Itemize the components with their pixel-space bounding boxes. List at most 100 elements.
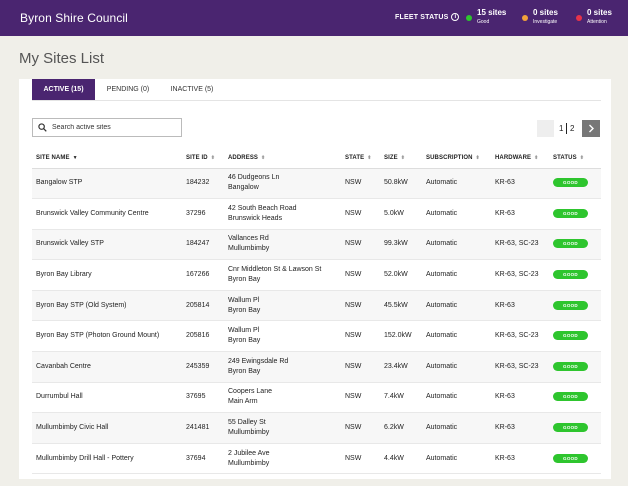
cell-address: Cnr Middleton St & Lawson St Byron Bay [224, 259, 341, 291]
cell-hardware: KR-63, SC-23 [491, 259, 549, 291]
page-title: My Sites List [19, 50, 105, 67]
status-badge: GOOD [553, 208, 588, 218]
cell-site-id: 37694 [182, 443, 224, 475]
sort-icon: ⬍ [367, 155, 372, 162]
cell-size: 23.4kW [380, 351, 422, 383]
col-label: STATUS [553, 155, 577, 162]
cell-status: GOOD [549, 259, 601, 291]
cell-state: NSW [341, 229, 380, 261]
cell-hardware: KR-63, SC-23 [491, 351, 549, 383]
cell-size: 99.3kW [380, 229, 422, 261]
table-row[interactable]: Cavanbah Centre 245359 249 Ewingsdale Rd By… [32, 351, 601, 383]
cell-address: 2 Jubilee Ave Mullumbimby [224, 443, 341, 475]
address-line-2: Byron Bay [228, 337, 261, 345]
cell-hardware: KR-63 [491, 443, 549, 475]
col-label: HARDWARE [495, 155, 532, 162]
table-row[interactable]: Bangalow STP 184232 46 Dudgeons Ln Bangalow… [32, 168, 601, 200]
tab-divider [32, 100, 601, 101]
col-hardware[interactable]: HARDWARE ⬍ [491, 149, 549, 169]
col-label: SIZE [384, 155, 398, 162]
search-input[interactable] [52, 124, 172, 131]
cell-site-name: Brunswick Valley STP [32, 229, 182, 261]
address-line-1: Vallances Rd [228, 235, 269, 243]
cell-site-name: Mullumbimby Drill Hall - Pottery [32, 443, 182, 475]
fleet-status-label: FLEET STATUS [395, 13, 449, 21]
cell-size: 52.0kW [380, 259, 422, 291]
cell-hardware: KR-63 [491, 168, 549, 200]
cell-site-name: Byron Bay Library [32, 259, 182, 291]
status-badge: GOOD [553, 392, 588, 402]
page-1-link[interactable]: 1 [559, 124, 564, 133]
table-row[interactable]: Brunswick Valley Community Centre 37296 42… [32, 198, 601, 230]
cell-address: 55 Dalley St Mullumbimby [224, 412, 341, 444]
address-line-2: Byron Bay [228, 276, 261, 284]
col-size[interactable]: SIZE ⬍ [380, 149, 422, 169]
cell-address: Vallances Rd Mullumbimby [224, 229, 341, 261]
cell-address: 42 South Beach Road Brunswick Heads [224, 198, 341, 230]
col-address[interactable]: ADDRESS ⬍ [224, 149, 341, 169]
cell-hardware: KR-63, SC-23 [491, 229, 549, 261]
col-label: SUBSCRIPTION [426, 155, 473, 162]
cell-status: GOOD [549, 412, 601, 444]
stat-investigate-count: 0 sites [533, 8, 558, 17]
status-badge: GOOD [553, 270, 588, 280]
address-line-1: Wallum Pl [228, 327, 260, 335]
table-row[interactable]: Byron Bay Library 167266 Cnr Middleton St … [32, 259, 601, 291]
table-row[interactable]: Durrumbul Hall 37695 Coopers Lane Main Arm N… [32, 382, 601, 414]
status-badge: GOOD [553, 300, 588, 310]
sites-table: SITE NAME ▼ SITE ID ⬍ ADDRESS ⬍ STATE ⬍ SIZE… [32, 149, 601, 475]
col-status[interactable]: STATUS ⬍ [549, 149, 601, 169]
cell-subscription: Automatic [422, 290, 491, 322]
pagination-next-button[interactable] [582, 120, 600, 137]
info-icon[interactable]: i [451, 13, 460, 21]
cell-address: Coopers Lane Main Arm [224, 382, 341, 414]
table-row[interactable]: Mullumbimby Civic Hall 241481 55 Dalley St… [32, 412, 601, 444]
cell-state: NSW [341, 351, 380, 383]
tab-pending[interactable]: PENDING (0) [106, 86, 150, 93]
fleet-status[interactable]: FLEET STATUS i [395, 13, 460, 21]
sort-icon: ⬍ [475, 155, 480, 162]
table-row[interactable]: Byron Bay STP (Old System) 205814 Wallum P… [32, 290, 601, 322]
cell-hardware: KR-63, SC-23 [491, 320, 549, 353]
cell-site-id: 167266 [182, 259, 224, 291]
cell-subscription: Automatic [422, 412, 491, 444]
cell-subscription: Automatic [422, 351, 491, 383]
table-row[interactable]: Mullumbimby Drill Hall - Pottery 37694 2 J… [32, 443, 601, 475]
col-state[interactable]: STATE ⬍ [341, 149, 380, 169]
col-label: ADDRESS [228, 155, 259, 162]
sort-icon: ⬍ [210, 155, 215, 162]
cell-site-id: 37296 [182, 198, 224, 230]
col-site-name[interactable]: SITE NAME ▼ [32, 149, 182, 169]
cell-site-id: 245359 [182, 351, 224, 383]
address-line-1: Cnr Middleton St & Lawson St [228, 266, 322, 274]
pagination-prev-button[interactable] [537, 120, 554, 137]
cell-subscription: Automatic [422, 320, 491, 353]
table-row[interactable]: Byron Bay STP (Photon Ground Mount) 20581… [32, 320, 601, 353]
cell-site-name: Bangalow STP [32, 168, 182, 200]
col-subscription[interactable]: SUBSCRIPTION ⬍ [422, 149, 491, 169]
search-box[interactable] [32, 118, 182, 137]
tab-inactive[interactable]: INACTIVE (5) [170, 86, 214, 93]
cell-site-name: Durrumbul Hall [32, 382, 182, 414]
cell-address: 46 Dudgeons Ln Bangalow [224, 168, 341, 200]
cell-site-name: Cavanbah Centre [32, 351, 182, 383]
cell-hardware: KR-63 [491, 290, 549, 322]
address-line-1: Coopers Lane [228, 388, 272, 396]
cell-status: GOOD [549, 229, 601, 261]
cell-status: GOOD [549, 382, 601, 414]
tab-active[interactable]: ACTIVE (15) [32, 79, 95, 100]
col-site-id[interactable]: SITE ID ⬍ [182, 149, 224, 169]
cell-status: GOOD [549, 198, 601, 230]
cell-state: NSW [341, 290, 380, 322]
top-bar: Byron Shire Council FLEET STATUS i 15 si… [0, 0, 628, 36]
col-label: SITE ID [186, 155, 208, 162]
col-label: SITE NAME [36, 155, 70, 162]
cell-site-id: 37695 [182, 382, 224, 414]
address-line-1: 249 Ewingsdale Rd [228, 357, 289, 365]
cell-address: Wallum Pl Byron Bay [224, 290, 341, 322]
cell-subscription: Automatic [422, 443, 491, 475]
table-row[interactable]: Brunswick Valley STP 184247 Vallances Rd Mu… [32, 229, 601, 261]
address-line-1: 42 South Beach Road [228, 204, 297, 212]
sort-icon: ⬍ [261, 155, 266, 162]
page-2-link[interactable]: 2 [570, 124, 575, 133]
